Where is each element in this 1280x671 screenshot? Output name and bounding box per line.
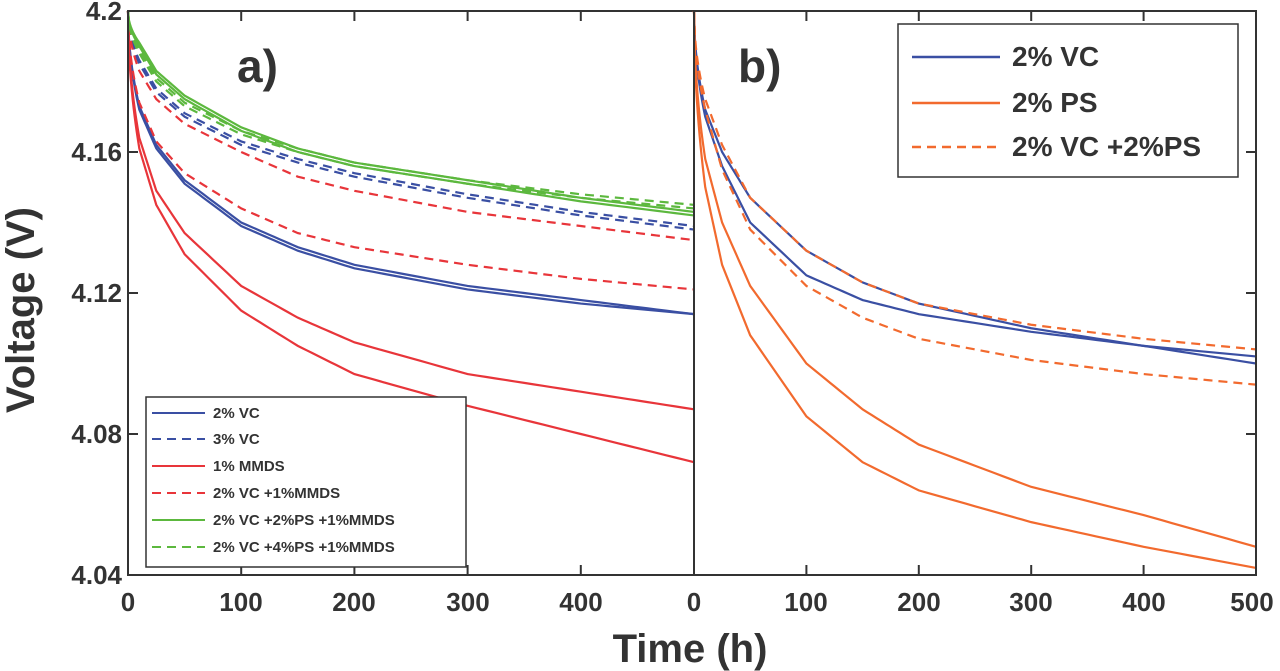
x-tick-label: 200	[332, 587, 375, 617]
y-tick-label: 4.04	[71, 560, 122, 590]
series-line-3-vc	[126, 10, 695, 228]
legend-a-entry-label: 2% VC	[213, 405, 260, 422]
y-tick-labels: 4.04 4.08 4.12 4.16 4.2	[71, 0, 122, 590]
series-line-2-vc-2-ps	[692, 10, 1257, 351]
legend-b-entry-label: 2% VC +2%PS	[1012, 131, 1201, 162]
series-line-2-vc	[692, 10, 1257, 358]
legend-a-entry-label: 2% VC +2%PS +1%MMDS	[213, 512, 395, 529]
series-line-2-vc-4-ps-1-mmds	[126, 10, 695, 210]
series-line-2-ps	[692, 10, 1257, 548]
legend-a-entry-label: 2% VC +4%PS +1%MMDS	[213, 539, 395, 556]
panel-b-label: b)	[738, 40, 781, 92]
series-line-2-vc-2-ps-1-mmds	[126, 10, 695, 214]
series-line-2-ps	[692, 10, 1257, 570]
series-line-2-vc-1-mmds	[126, 10, 695, 242]
x-tick-labels-b: 0 100 200 300 400 500	[687, 587, 1274, 617]
legend-b-entry-label: 2% PS	[1012, 87, 1098, 118]
legend-a-entry-label: 2% VC +1%MMDS	[213, 485, 340, 502]
legend-a-entry-label: 3% VC	[213, 431, 260, 448]
x-tick-label: 500	[1230, 587, 1273, 617]
legend-b-box	[897, 23, 1239, 178]
y-axis-title: Voltage (V)	[0, 207, 43, 413]
x-axis-title: Time (h)	[613, 627, 768, 671]
y-tick-label: 4.16	[71, 137, 122, 167]
series-line-2-vc-2-ps	[692, 10, 1257, 386]
x-tick-label: 100	[784, 587, 827, 617]
y-tick-label: 4.12	[71, 278, 122, 308]
panel-a: a) 2% VC 3% VC 1% MMDS 2% VC +1%MMDS 2% …	[121, 10, 695, 617]
x-tick-label: 400	[1122, 587, 1165, 617]
x-tick-label: 0	[687, 587, 701, 617]
legend-a-box	[145, 396, 467, 568]
x-tick-label: 300	[1009, 587, 1052, 617]
x-tick-label: 0	[121, 587, 135, 617]
panel-a-label: a)	[237, 40, 278, 92]
series-line-3-vc	[126, 10, 695, 231]
panel-b: b) 2% VC 2% PS 2% VC +2%PS 0 100 200 300…	[687, 10, 1274, 617]
series-line-1-mmds	[126, 10, 695, 464]
series-line-2-vc	[126, 10, 695, 316]
x-tick-labels-a: 0 100 200 300 400	[121, 587, 603, 617]
series-line-2-vc	[126, 10, 695, 316]
y-tick-label: 4.08	[71, 419, 122, 449]
panel-b-frame	[693, 10, 1257, 576]
legend-b-entry-label: 2% VC	[1012, 41, 1099, 72]
y-tick-label: 4.2	[86, 0, 122, 26]
legend-a: 2% VC 3% VC 1% MMDS 2% VC +1%MMDS 2% VC …	[145, 396, 467, 568]
x-tick-label: 200	[897, 587, 940, 617]
series-line-2-vc-2-ps-1-mmds	[126, 10, 695, 217]
x-tick-label: 100	[219, 587, 262, 617]
x-tick-label: 300	[446, 587, 489, 617]
legend-a-entry-label: 1% MMDS	[213, 458, 285, 475]
series-line-1-mmds	[126, 10, 695, 411]
legend-b: 2% VC 2% PS 2% VC +2%PS	[897, 23, 1239, 178]
series-line-2-vc-1-mmds	[126, 10, 695, 291]
x-tick-label: 400	[559, 587, 602, 617]
